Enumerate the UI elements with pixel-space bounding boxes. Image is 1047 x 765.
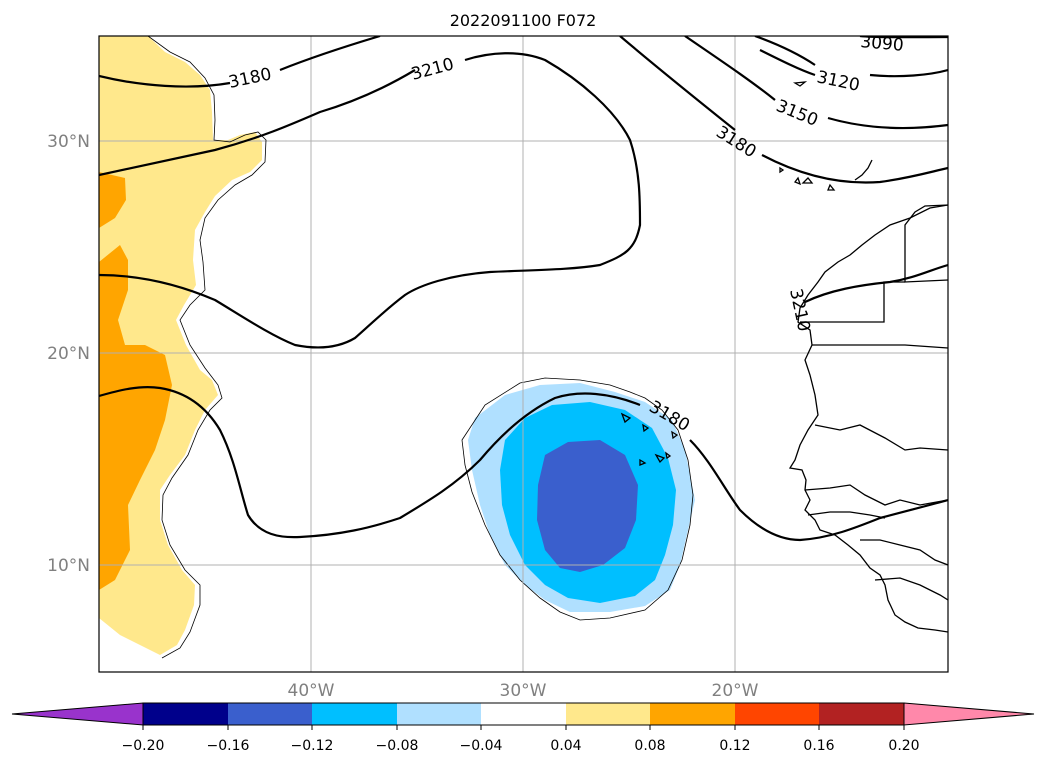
colorbar-bin: [566, 703, 650, 725]
lon-label-20w: 20°W: [712, 681, 759, 701]
contour-label: 3180: [712, 122, 759, 162]
contour-label: 3150: [773, 96, 821, 131]
lon-label-40w: 40°W: [288, 681, 335, 701]
colorbar-extend-high: [903, 702, 1035, 726]
colorbar-tick-label: 0.12: [719, 738, 750, 754]
colorbar-tick-label: 0.16: [803, 738, 834, 754]
colorbar-bin: [650, 703, 735, 725]
coastline: [620, 81, 948, 633]
colorbar-bin: [481, 703, 566, 725]
colorbar-bin: [819, 703, 904, 725]
lat-label-20n: 20°N: [47, 344, 90, 364]
colorbar-tick-label: 0.04: [550, 738, 581, 754]
map-area: 3180 3210 3090 3120 3150 3180 3210 3180: [99, 32, 948, 672]
colorbar-tick-label: 0.08: [634, 738, 665, 754]
contour-label: 3090: [860, 32, 905, 56]
colorbar-bin: [397, 703, 481, 725]
colorbar-bin: [228, 703, 312, 725]
map-title: 2022091100 F072: [450, 11, 597, 30]
colorbar-tick-label: −0.08: [376, 738, 419, 754]
grid-lines: [99, 36, 948, 672]
map-frame: [98, 35, 949, 673]
colorbar-tick-label: −0.20: [122, 738, 165, 754]
colorbar: −0.20 −0.16 −0.12 −0.08 −0.04 0.04 0.08 …: [11, 702, 1035, 754]
colorbar-tick-label: 0.20: [888, 738, 919, 754]
colorbar-bin: [312, 703, 397, 725]
colorbar-ticks: [142, 725, 905, 730]
anomaly-outline: [461, 377, 694, 621]
lon-label-30w: 30°W: [500, 681, 547, 701]
lat-label-10n: 10°N: [47, 556, 90, 576]
colorbar-tick-label: −0.12: [291, 738, 334, 754]
contour-label: 3120: [815, 67, 861, 96]
colorbar-bin: [735, 703, 819, 725]
colorbar-tick-label: −0.04: [460, 738, 503, 754]
colorbar-tick-label: −0.16: [207, 738, 250, 754]
colorbar-extend-low: [11, 702, 144, 726]
positive-anomaly-yellow: [99, 36, 262, 655]
height-contours: [99, 36, 948, 542]
contour-label: 3210: [409, 54, 456, 85]
colorbar-bin: [143, 703, 228, 725]
contour-label: 3180: [227, 64, 273, 93]
negative-anomaly-core: [537, 440, 638, 572]
yellow-outline: [147, 36, 267, 659]
contour-labels: 3180 3210 3090 3120 3150 3180 3210 3180: [227, 32, 905, 436]
lat-label-30n: 30°N: [47, 132, 90, 152]
